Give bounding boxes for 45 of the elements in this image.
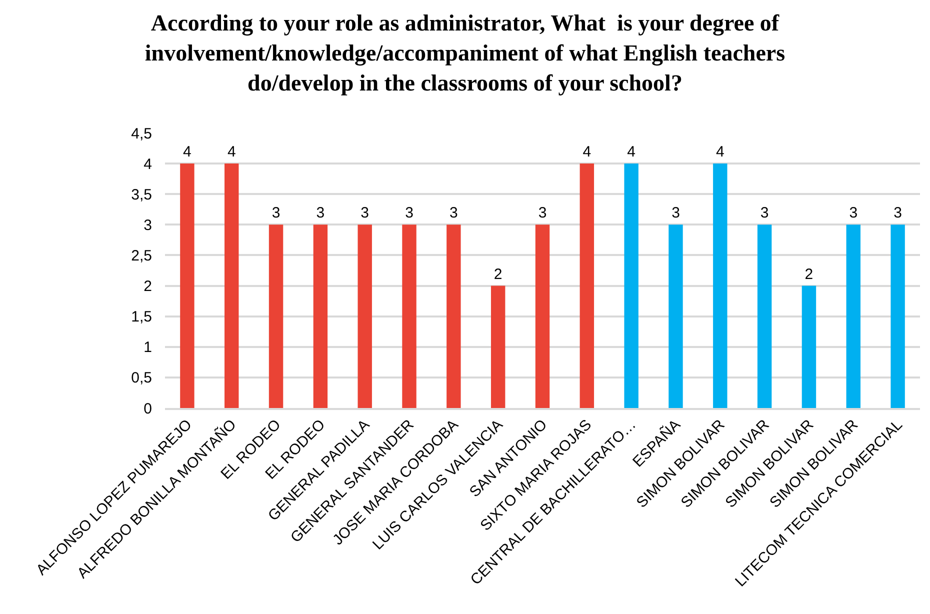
y-tick-label: 3,5 xyxy=(131,186,152,204)
data-label: 3 xyxy=(760,204,769,222)
data-label: 2 xyxy=(494,266,502,283)
data-label: 3 xyxy=(849,204,858,222)
bar xyxy=(535,224,550,408)
y-tick-label: 4,5 xyxy=(131,125,152,142)
data-label: 3 xyxy=(360,204,370,222)
bar xyxy=(313,224,328,408)
bar xyxy=(358,224,372,408)
data-label: 3 xyxy=(672,204,680,222)
bar xyxy=(624,164,638,408)
bar xyxy=(846,224,860,408)
y-tick-label: 2,5 xyxy=(131,247,152,264)
data-label: 3 xyxy=(405,204,414,222)
data-label: 4 xyxy=(227,144,236,161)
bar xyxy=(446,224,461,408)
bar xyxy=(180,164,194,408)
bar xyxy=(580,164,594,408)
bar xyxy=(757,224,772,408)
bar xyxy=(668,224,683,408)
bar xyxy=(802,286,816,408)
chart-title: According to your role as administrator, What is your degree of involvement/knowledge/accompaniment of what English teachers do/develop in the classrooms of your school? xyxy=(144,10,786,96)
y-tick-label: 0 xyxy=(144,400,152,418)
data-label: 3 xyxy=(538,204,547,222)
bar xyxy=(268,224,284,408)
data-label: 3 xyxy=(450,204,458,222)
y-tick-label: 2 xyxy=(144,278,152,296)
bar xyxy=(402,224,416,408)
data-label: 3 xyxy=(316,204,325,222)
data-label: 4 xyxy=(183,144,192,161)
bar xyxy=(490,286,506,408)
data-label: 3 xyxy=(272,204,280,222)
y-tick-label: 1 xyxy=(144,339,152,356)
bar xyxy=(224,164,239,408)
bar xyxy=(890,224,905,408)
y-tick-label: 0,5 xyxy=(131,370,152,387)
y-tick-label: 1,5 xyxy=(131,308,152,326)
data-label: 4 xyxy=(627,144,636,161)
data-label: 2 xyxy=(804,266,814,283)
bar xyxy=(713,164,728,408)
data-label: 3 xyxy=(894,204,902,222)
y-tick-label: 4 xyxy=(144,156,152,173)
y-tick-label: 3 xyxy=(144,216,152,234)
data-label: 4 xyxy=(716,144,724,161)
data-label: 4 xyxy=(582,144,592,161)
